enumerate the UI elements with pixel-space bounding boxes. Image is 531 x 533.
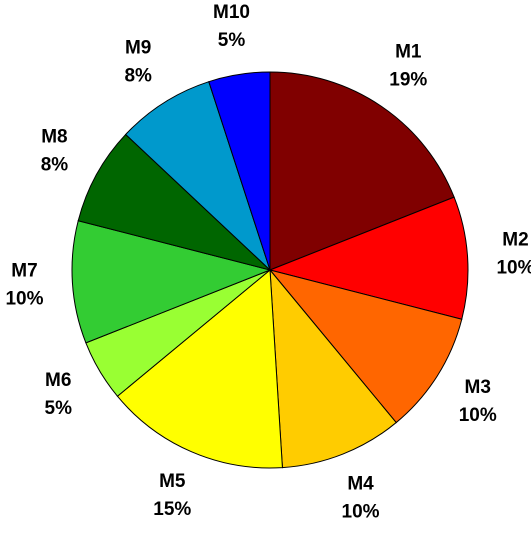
slice-label: M9 [125,37,151,58]
slice-label: M2 [502,230,528,251]
slice-label: M4 [347,474,374,495]
pie-slice [71,220,272,344]
pie-slice [268,269,463,424]
slice-value-label: 10% [496,258,531,279]
slice-value-label: 10% [459,405,497,426]
slice-label: M6 [45,370,71,391]
slice-label: M1 [395,42,422,63]
slice-label: M8 [41,127,67,148]
pie-slice [269,71,455,271]
slice-label: M7 [11,260,37,281]
pie-slice [208,71,271,271]
slice-label: M5 [159,471,186,492]
slice-value-label: 10% [342,502,380,523]
slice-value-label: 8% [41,155,69,176]
slice-value-label: 10% [5,288,43,309]
slice-value-label: 19% [389,70,427,91]
pie-slice [116,268,283,469]
slice-value-label: 8% [124,65,152,86]
slice-value-label: 5% [45,398,73,419]
pie-slice [77,133,271,271]
pie-slice [269,268,397,469]
pie-slice [268,196,469,320]
slice-value-label: 15% [153,499,191,520]
slice-label: M3 [465,377,491,398]
slice-value-label: 5% [218,30,246,51]
pie-slice [124,81,271,271]
slice-label: M10 [213,2,250,23]
